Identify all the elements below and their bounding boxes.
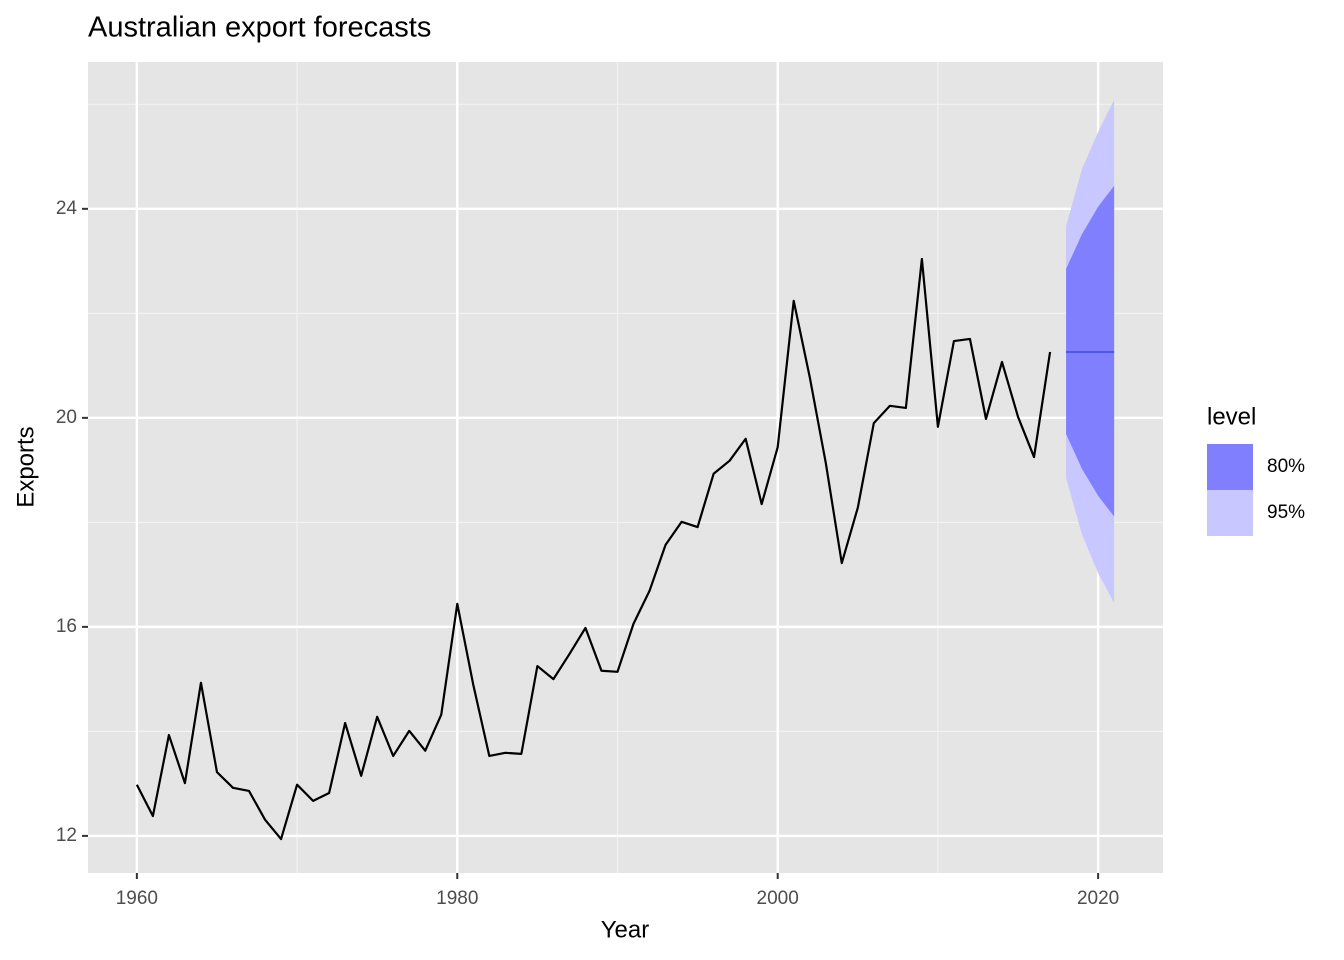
- data-line: [135, 257, 1052, 841]
- legend-label: 95%: [1267, 502, 1305, 523]
- plot-panel: [88, 62, 1163, 873]
- axes: 1960 1980 2000 2020 12 16 20 24: [56, 198, 1119, 909]
- x-axis-label: Year: [601, 916, 650, 943]
- x-tick-label: 2000: [757, 888, 799, 909]
- y-axis-label: Exports: [12, 426, 39, 507]
- marks: [135, 99, 1115, 841]
- x-tick-label: 1980: [436, 888, 478, 909]
- y-tick-label: 20: [56, 407, 77, 428]
- legend-title: level: [1207, 403, 1256, 430]
- legend-key: [1207, 444, 1253, 490]
- legend-label: 80%: [1267, 456, 1305, 477]
- y-tick-label: 12: [56, 825, 77, 846]
- y-tick-label: 16: [56, 616, 77, 637]
- x-tick-label: 2020: [1077, 888, 1119, 909]
- chart-title: Australian export forecasts: [88, 12, 431, 44]
- x-tick-label: 1960: [116, 888, 158, 909]
- legend-key: [1207, 490, 1253, 536]
- legend: 80% 95%: [1207, 444, 1305, 536]
- y-tick-label: 24: [56, 198, 78, 219]
